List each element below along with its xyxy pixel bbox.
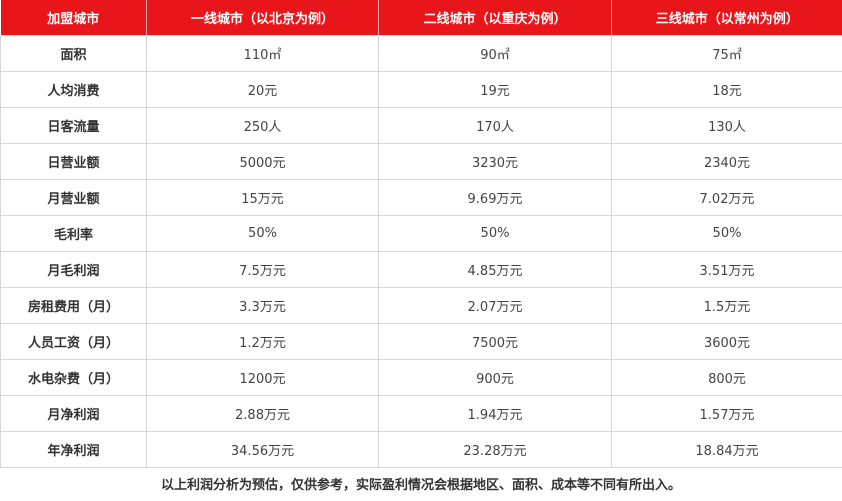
table-row: 日客流量 250人 170人 130人: [0, 107, 842, 144]
cell-tier2: 170人: [378, 107, 612, 144]
cell-tier3: 75㎡: [611, 35, 842, 72]
header-tier1: 一线城市（以北京为例）: [146, 0, 379, 36]
cell-tier3: 50%: [611, 215, 842, 252]
row-label: 月净利润: [0, 395, 147, 432]
cell-tier2: 50%: [378, 215, 612, 252]
cell-tier3: 3.51万元: [611, 251, 842, 288]
cell-tier3: 7.02万元: [611, 179, 842, 216]
row-label: 房租费用（月）: [0, 287, 147, 324]
table-row: 年净利润 34.56万元 23.28万元 18.84万元: [0, 431, 842, 468]
cell-tier2: 23.28万元: [378, 431, 612, 468]
cell-tier3: 130人: [611, 107, 842, 144]
cell-tier1: 50%: [146, 215, 379, 252]
cell-tier2: 3230元: [378, 143, 612, 180]
cell-tier2: 19元: [378, 71, 612, 108]
cell-tier1: 5000元: [146, 143, 379, 180]
cell-tier2: 90㎡: [378, 35, 612, 72]
cell-tier3: 18元: [611, 71, 842, 108]
cell-tier1: 7.5万元: [146, 251, 379, 288]
row-label: 日营业额: [0, 143, 147, 180]
table-row: 人均消费 20元 19元 18元: [0, 71, 842, 108]
cell-tier3: 1.57万元: [611, 395, 842, 432]
row-label: 毛利率: [0, 215, 147, 252]
cell-tier3: 18.84万元: [611, 431, 842, 468]
cell-tier2: 900元: [378, 359, 612, 396]
row-label: 年净利润: [0, 431, 147, 468]
table-row: 面积 110㎡ 90㎡ 75㎡: [0, 35, 842, 72]
table-row: 月营业额 15万元 9.69万元 7.02万元: [0, 179, 842, 216]
row-label: 人员工资（月）: [0, 323, 147, 360]
header-tier3: 三线城市（以常州为例）: [611, 0, 842, 36]
table-row: 房租费用（月） 3.3万元 2.07万元 1.5万元: [0, 287, 842, 324]
header-city: 加盟城市: [0, 0, 147, 36]
row-label: 月营业额: [0, 179, 147, 216]
cell-tier2: 2.07万元: [378, 287, 612, 324]
disclaimer-note: 以上利润分析为预估，仅供参考，实际盈利情况会根据地区、面积、成本等不同有所出入。: [160, 478, 681, 493]
row-label: 日客流量: [0, 107, 147, 144]
header-tier2: 二线城市（以重庆为例）: [378, 0, 612, 36]
table-row: 毛利率 50% 50% 50%: [0, 215, 842, 252]
cell-tier2: 7500元: [378, 323, 612, 360]
cell-tier2: 1.94万元: [378, 395, 612, 432]
cell-tier1: 20元: [146, 71, 379, 108]
cell-tier1: 1.2万元: [146, 323, 379, 360]
cell-tier1: 15万元: [146, 179, 379, 216]
cell-tier1: 2.88万元: [146, 395, 379, 432]
row-label: 人均消费: [0, 71, 147, 108]
table-row: 人员工资（月） 1.2万元 7500元 3600元: [0, 323, 842, 360]
table-row: 月毛利润 7.5万元 4.85万元 3.51万元: [0, 251, 842, 288]
cell-tier1: 1200元: [146, 359, 379, 396]
row-label: 水电杂费（月）: [0, 359, 147, 396]
cell-tier1: 3.3万元: [146, 287, 379, 324]
profit-table: 加盟城市 一线城市（以北京为例） 二线城市（以重庆为例） 三线城市（以常州为例）…: [0, 0, 842, 468]
cell-tier2: 4.85万元: [378, 251, 612, 288]
table-row: 水电杂费（月） 1200元 900元 800元: [0, 359, 842, 396]
cell-tier1: 250人: [146, 107, 379, 144]
cell-tier3: 800元: [611, 359, 842, 396]
table-row: 月净利润 2.88万元 1.94万元 1.57万元: [0, 395, 842, 432]
row-label: 面积: [0, 35, 147, 72]
cell-tier1: 34.56万元: [146, 431, 379, 468]
table-row: 日营业额 5000元 3230元 2340元: [0, 143, 842, 180]
cell-tier3: 1.5万元: [611, 287, 842, 324]
cell-tier3: 2340元: [611, 143, 842, 180]
cell-tier3: 3600元: [611, 323, 842, 360]
cell-tier1: 110㎡: [146, 35, 379, 72]
row-label: 月毛利润: [0, 251, 147, 288]
cell-tier2: 9.69万元: [378, 179, 612, 216]
header-row: 加盟城市 一线城市（以北京为例） 二线城市（以重庆为例） 三线城市（以常州为例）: [0, 0, 842, 36]
